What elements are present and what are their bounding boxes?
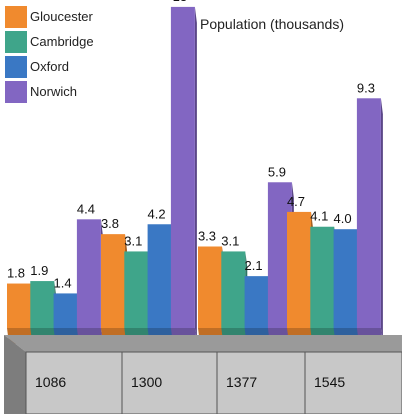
bar-norwich-1300 (170, 6, 195, 329)
bar-oxford-1086 (53, 293, 78, 328)
legend-label-cambridge: Cambridge (30, 34, 94, 49)
legend-label-norwich: Norwich (30, 84, 77, 99)
bar-norwich-1545 (356, 98, 381, 328)
legend-swatch-cambridge (5, 31, 27, 53)
bar-side-norwich-1545 (380, 98, 383, 344)
value-labels-group: 1.8 1.9 1.4 4.4 3.8 3.1 4.2 13 3.3 3.1 2.1 5.94.7 4.… (7, 0, 375, 290)
base-side-face (4, 335, 26, 414)
value-label-cambridge-1545: 4.1 (310, 209, 328, 224)
value-label-cambridge-1377: 3.1 (221, 233, 239, 248)
bar-gloucester-1545 (287, 211, 311, 328)
bar-oxford-1300 (147, 224, 172, 328)
legend-swatch-norwich (5, 81, 27, 103)
chart-legend: Gloucester Cambridge Oxford Norwich (5, 6, 94, 103)
legend-label-gloucester: Gloucester (30, 9, 94, 24)
value-label-gloucester-1300: 3.8 (101, 216, 119, 231)
value-label-norwich-1545: 9.3 (357, 80, 375, 95)
year-label-1086: 1086 (35, 374, 66, 390)
value-label-norwich-1377: 5.9 (268, 164, 286, 179)
bar-oxford-1545 (333, 229, 358, 328)
bar-gloucester-1086 (7, 283, 31, 328)
value-label-norwich-1086: 4.4 (77, 201, 95, 216)
value-label-gloucester-1377: 3.3 (198, 228, 216, 243)
bar-gloucester-1377 (198, 246, 222, 328)
bars-group (7, 6, 383, 345)
legend-swatch-gloucester (5, 6, 27, 28)
value-label-oxford-1545: 4.0 (334, 211, 352, 226)
bar-cambridge-1300 (124, 251, 149, 328)
legend-label-oxford: Oxford (30, 59, 69, 74)
bar-norwich-1086 (76, 219, 101, 328)
bar-cambridge-1086 (30, 281, 55, 328)
base-top-face (4, 335, 402, 352)
value-label-gloucester-1545: 4.7 (287, 194, 305, 209)
value-label-cambridge-1300: 3.1 (124, 233, 142, 248)
value-label-oxford-1086: 1.4 (54, 275, 72, 290)
value-label-gloucester-1086: 1.8 (7, 266, 25, 281)
legend-swatch-oxford (5, 56, 27, 78)
value-label-cambridge-1086: 1.9 (30, 263, 48, 278)
bar-oxford-1377 (244, 276, 269, 328)
bar-side-norwich-1300 (194, 6, 197, 345)
bar-cambridge-1545 (310, 226, 335, 328)
bar-cambridge-1377 (221, 251, 246, 328)
bar-gloucester-1300 (101, 234, 125, 328)
value-label-oxford-1300: 4.2 (148, 206, 166, 221)
year-label-1377: 1377 (226, 374, 257, 390)
year-cell-1545 (304, 351, 402, 414)
value-label-oxford-1377: 2.1 (245, 258, 263, 273)
chart-title: Population (thousands) (200, 16, 344, 32)
year-label-1300: 1300 (131, 374, 162, 390)
year-cell-1377 (216, 351, 306, 414)
value-label-norwich-1300: 13 (173, 0, 187, 4)
year-base: 1086 1300 1377 1545 (4, 335, 402, 414)
year-label-1545: 1545 (314, 374, 345, 390)
